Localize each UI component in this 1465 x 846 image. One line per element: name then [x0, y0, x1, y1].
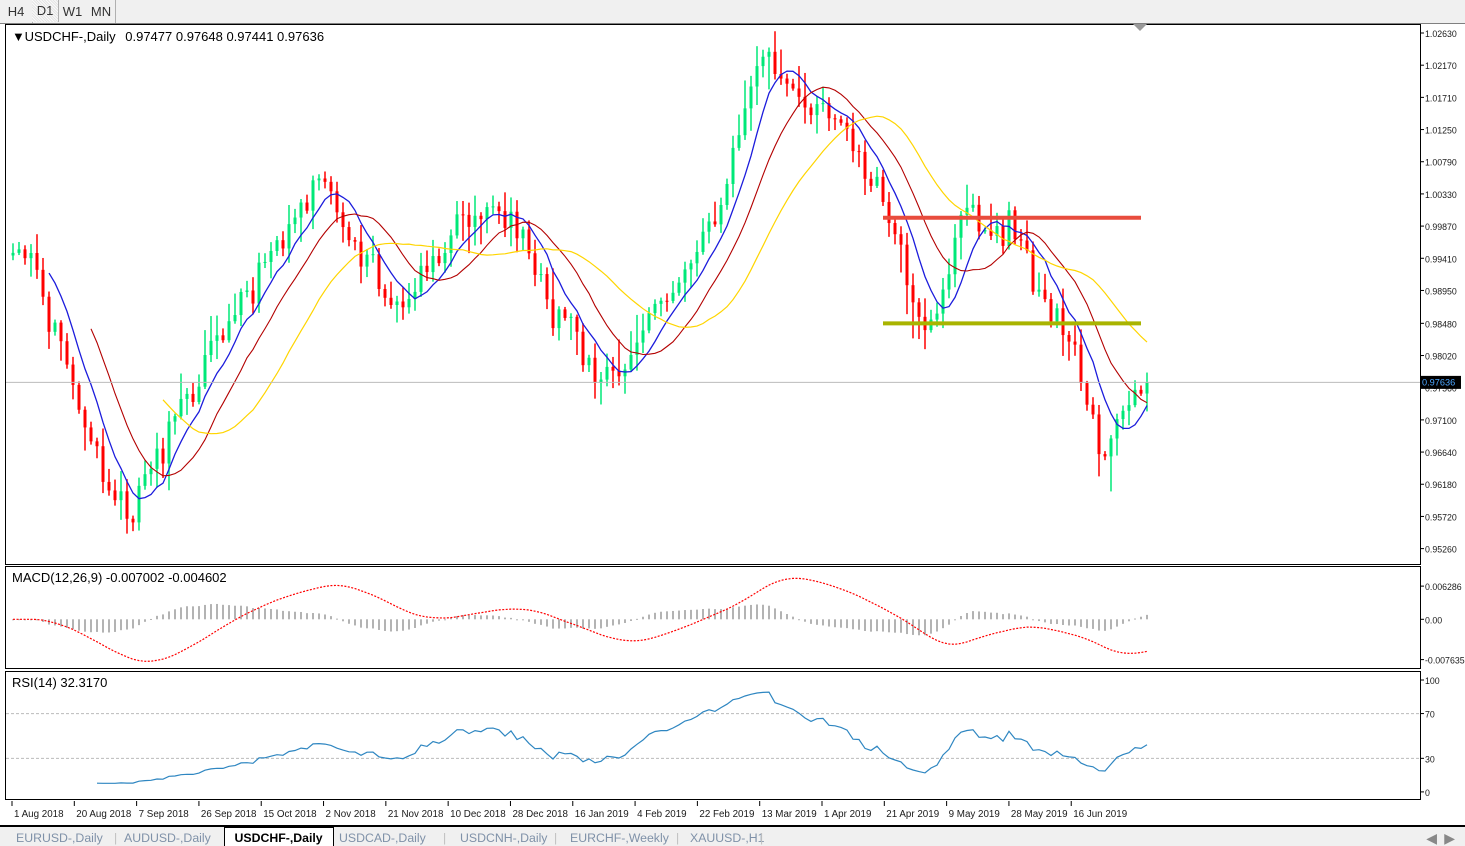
svg-text:70: 70 — [1425, 709, 1435, 719]
svg-text:28 Dec 2018: 28 Dec 2018 — [512, 809, 568, 820]
svg-text:0.98480: 0.98480 — [1425, 319, 1457, 329]
svg-text:1.01250: 1.01250 — [1425, 126, 1457, 136]
svg-text:0.98950: 0.98950 — [1425, 286, 1457, 296]
svg-text:21 Nov 2018: 21 Nov 2018 — [388, 809, 444, 820]
svg-text:0.97636: 0.97636 — [1422, 378, 1455, 388]
svg-text:0.006286: 0.006286 — [1425, 582, 1462, 592]
svg-text:9 May 2019: 9 May 2019 — [949, 809, 1000, 820]
svg-text:16 Jan 2019: 16 Jan 2019 — [575, 809, 629, 820]
svg-text:0: 0 — [1425, 787, 1430, 797]
svg-text:1 Apr 2019: 1 Apr 2019 — [824, 809, 871, 820]
svg-text:22 Feb 2019: 22 Feb 2019 — [699, 809, 754, 820]
svg-text:1.00790: 1.00790 — [1425, 158, 1457, 168]
svg-text:0.00: 0.00 — [1425, 616, 1442, 626]
svg-text:20 Aug 2018: 20 Aug 2018 — [76, 809, 132, 820]
svg-text:100: 100 — [1425, 676, 1440, 686]
svg-text:1.01710: 1.01710 — [1425, 93, 1457, 103]
svg-text:7 Sep 2018: 7 Sep 2018 — [139, 809, 190, 820]
svg-text:21 Apr 2019: 21 Apr 2019 — [886, 809, 939, 820]
svg-text:0.95720: 0.95720 — [1425, 512, 1457, 522]
svg-text:0.96180: 0.96180 — [1425, 480, 1457, 490]
svg-text:0.98020: 0.98020 — [1425, 352, 1457, 362]
svg-text:2 Nov 2018: 2 Nov 2018 — [326, 809, 377, 820]
svg-text:13 Mar 2019: 13 Mar 2019 — [762, 809, 817, 820]
svg-text:0.99410: 0.99410 — [1425, 254, 1457, 264]
svg-text:28 May 2019: 28 May 2019 — [1011, 809, 1068, 820]
svg-text:0.96640: 0.96640 — [1425, 448, 1457, 458]
svg-text:1.02170: 1.02170 — [1425, 61, 1457, 71]
svg-text:16 Jun 2019: 16 Jun 2019 — [1073, 809, 1127, 820]
svg-text:0.99870: 0.99870 — [1425, 222, 1457, 232]
svg-text:30: 30 — [1425, 754, 1435, 764]
svg-text:10 Dec 2018: 10 Dec 2018 — [450, 809, 506, 820]
svg-text:-0.007635: -0.007635 — [1425, 656, 1465, 666]
svg-text:4 Feb 2019: 4 Feb 2019 — [637, 809, 687, 820]
svg-text:1.00330: 1.00330 — [1425, 190, 1457, 200]
svg-text:0.95260: 0.95260 — [1425, 545, 1457, 555]
svg-text:1 Aug 2018: 1 Aug 2018 — [14, 809, 64, 820]
svg-text:15 Oct 2018: 15 Oct 2018 — [263, 809, 317, 820]
svg-text:0.97100: 0.97100 — [1425, 416, 1457, 426]
svg-text:1.02630: 1.02630 — [1425, 29, 1457, 39]
svg-text:26 Sep 2018: 26 Sep 2018 — [201, 809, 257, 820]
